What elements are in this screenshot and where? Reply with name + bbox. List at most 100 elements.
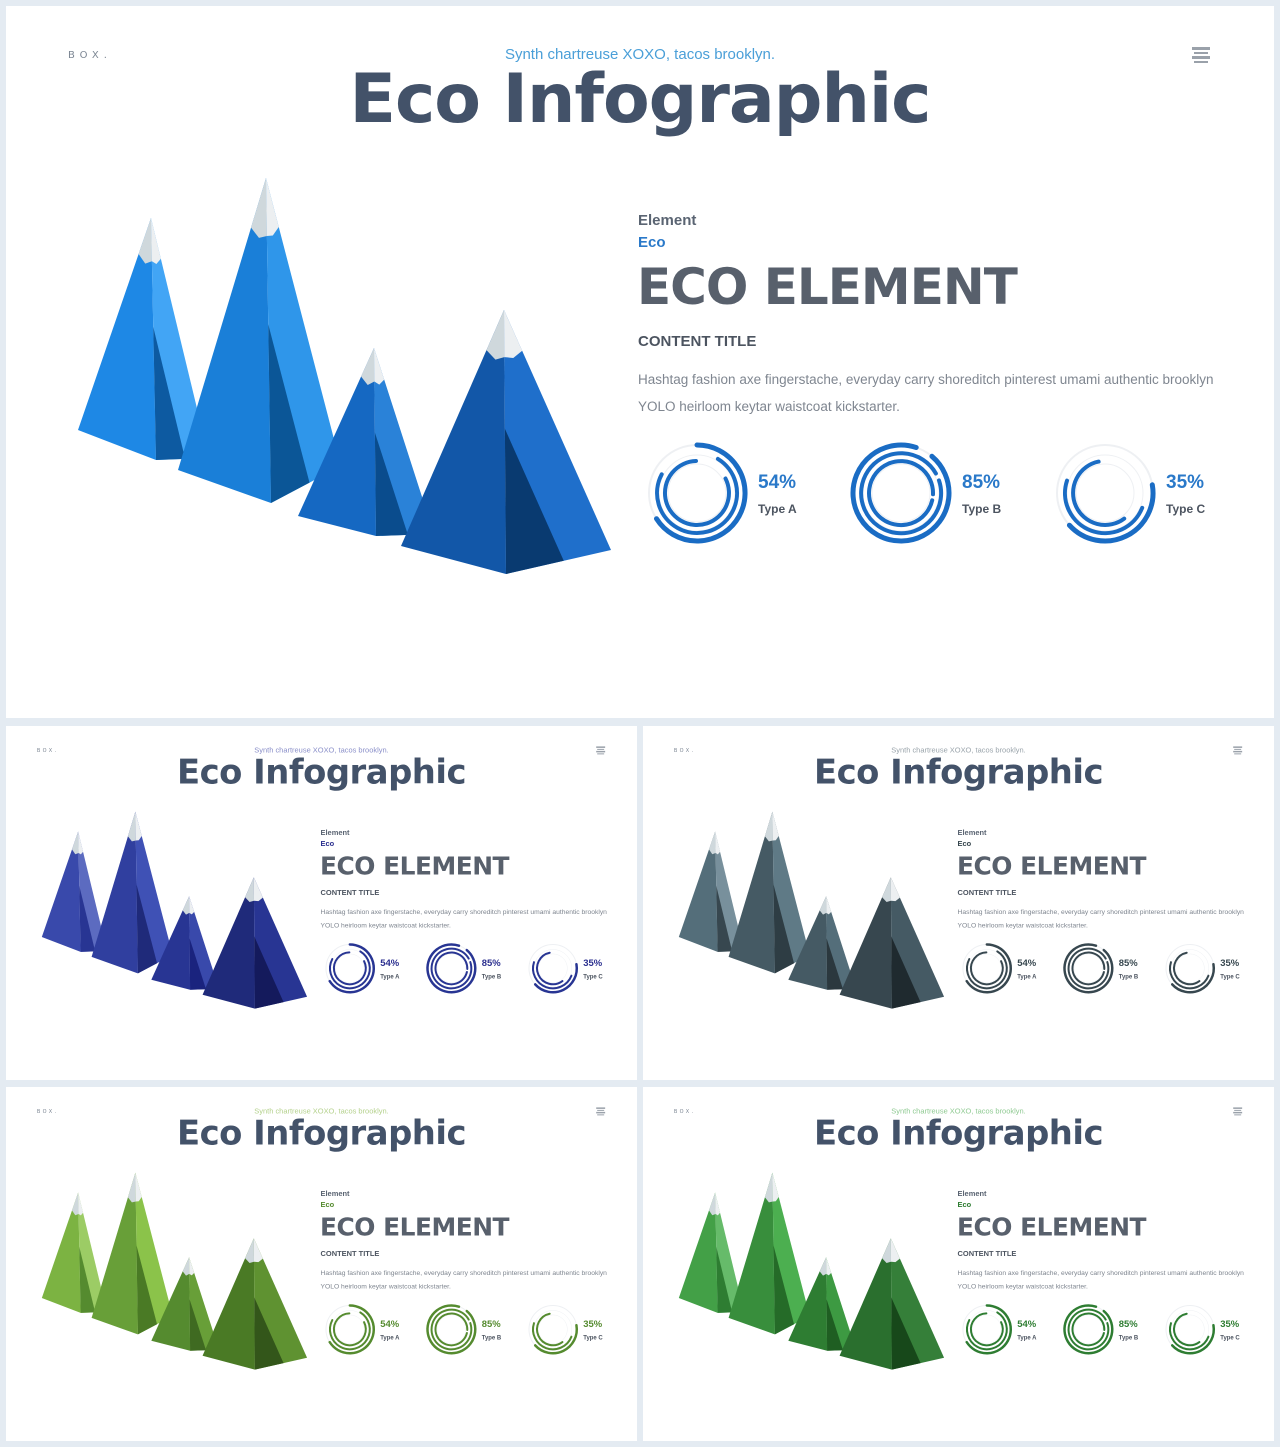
element-label: Element (957, 828, 987, 837)
stat-type-a: 54% Type A (642, 438, 842, 548)
ring-chart-icon (648, 442, 748, 544)
ring-arc (1169, 1322, 1210, 1351)
element-label: Element (638, 212, 697, 229)
stat-type: Type B (1118, 1333, 1139, 1341)
menu-icon[interactable] (1232, 1106, 1243, 1117)
body-text: Hashtag fashion axe fingerstache, everyd… (957, 1269, 1244, 1291)
ring-arc (536, 951, 564, 986)
slide-subtitle: Synth chartreuse XOXO, tacos brooklyn. (891, 745, 1026, 755)
menu-icon[interactable] (1190, 44, 1212, 66)
slide-title: Eco Infographic (176, 752, 467, 793)
ring-arc (333, 951, 367, 986)
mountain-peak (788, 896, 856, 990)
stat-type-b: 85% Type B (1061, 1302, 1161, 1357)
mountains-illustration (78, 178, 611, 574)
slide-subtitle: Synth chartreuse XOXO, tacos brooklyn. (254, 1106, 389, 1116)
slide-green[interactable]: BOX. Synth chartreuse XOXO, tacos brookl… (643, 1087, 1274, 1441)
stat-type-c: 35% Type C (1050, 438, 1250, 548)
stat-type-a: 54% Type A (959, 1302, 1059, 1357)
slide-content: BOX. Synth chartreuse XOXO, tacos brookl… (6, 1087, 637, 1441)
element-label: Element (957, 1189, 987, 1198)
ring-chart-icon (1165, 1304, 1216, 1355)
eco-label: Eco (957, 839, 972, 848)
ring-arc (333, 1312, 367, 1347)
stat-percent: 35% (583, 1318, 603, 1330)
ring-arc (434, 1312, 469, 1347)
content-title: CONTENT TITLE (638, 333, 757, 350)
ring-arc (1071, 459, 1127, 527)
ring-arc (533, 1324, 579, 1355)
ring-chart-icon (1165, 943, 1216, 994)
mountains-illustration (41, 811, 308, 1009)
stat-type: Type C (583, 1333, 603, 1341)
ring-arc (1071, 1312, 1106, 1347)
ring-arc (1170, 963, 1216, 994)
stat-percent: 85% (1118, 1318, 1138, 1330)
menu-icon[interactable] (595, 1106, 606, 1117)
stat-percent: 54% (758, 472, 797, 493)
stat-type: Type A (380, 972, 400, 980)
brand-logo: BOX. (36, 1108, 59, 1115)
menu-icon[interactable] (595, 745, 606, 756)
ring-chart-icon (528, 1304, 579, 1355)
ring-arc (1063, 1304, 1114, 1355)
slide-subtitle: Synth chartreuse XOXO, tacos brooklyn. (891, 1106, 1026, 1116)
mountain-peak (91, 1172, 173, 1335)
ring-chart-icon (325, 1304, 375, 1355)
mountain-peak (41, 831, 108, 952)
ring-arc (430, 947, 473, 990)
slide-indigo[interactable]: BOX. Synth chartreuse XOXO, tacos brookl… (6, 726, 637, 1080)
stat-type-b: 85% Type B (1061, 941, 1161, 996)
mountain-peak (728, 1172, 810, 1335)
body-text: Hashtag fashion axe fingerstache, everyd… (638, 372, 1214, 414)
ring-arc (655, 456, 740, 536)
ring-arc (532, 961, 573, 990)
stat-percent: 35% (583, 957, 603, 969)
slide-title: Eco Infographic (813, 752, 1104, 793)
slide-subtitle: Synth chartreuse XOXO, tacos brooklyn. (504, 46, 776, 63)
ring-chart-icon (962, 1304, 1012, 1355)
content-title: CONTENT TITLE (320, 1249, 380, 1259)
eco-label: Eco (320, 839, 335, 848)
mountains-illustration (678, 1172, 945, 1370)
ring-arc (850, 442, 952, 544)
stat-type-a: 54% Type A (959, 941, 1059, 996)
ring-chart-icon (1063, 943, 1114, 994)
slide-slate[interactable]: BOX. Synth chartreuse XOXO, tacos brookl… (643, 726, 1274, 1080)
slide-content: BOX. Synth chartreuse XOXO, tacos brookl… (643, 1087, 1274, 1441)
slide-lime[interactable]: BOX. Synth chartreuse XOXO, tacos brookl… (6, 1087, 637, 1441)
mountain-peak (728, 811, 810, 974)
stat-percent: 85% (962, 472, 1001, 493)
stat-percent: 35% (1220, 1318, 1240, 1330)
slide-subtitle: Synth chartreuse XOXO, tacos brooklyn. (254, 745, 389, 755)
stat-percent: 85% (1118, 957, 1138, 969)
mountain-peak (839, 877, 945, 1009)
mountain-peak (298, 348, 434, 536)
ring-arc (1067, 947, 1110, 990)
mountain-peak (678, 831, 745, 952)
slide-content: BOX. Synth chartreuse XOXO, tacos brookl… (643, 726, 1274, 1080)
slide-title: Eco Infographic (176, 1113, 467, 1154)
stat-type-c: 35% Type C (526, 941, 626, 996)
slide-blue[interactable]: BOX. Synth chartreuse XOXO, tacos brookl… (6, 6, 1274, 718)
ring-arc (430, 1308, 473, 1351)
ring-chart-icon (1056, 444, 1156, 544)
ring-chart-icon (426, 943, 477, 994)
ring-arc (966, 950, 1008, 990)
mountain-peak (78, 218, 209, 460)
ring-arc (966, 1311, 1008, 1351)
stat-percent: 54% (380, 1318, 400, 1330)
ring-arc (1066, 482, 1156, 544)
menu-icon[interactable] (1232, 745, 1243, 756)
ring-arc (1169, 961, 1210, 990)
stat-type-b: 85% Type B (424, 1302, 524, 1357)
ring-arc (970, 1312, 1004, 1347)
ring-chart-icon (850, 442, 952, 544)
ring-arc (867, 459, 936, 528)
ring-arc (1071, 951, 1106, 986)
stat-percent: 54% (380, 957, 400, 969)
stat-percent: 54% (1017, 1318, 1037, 1330)
content-title: CONTENT TITLE (320, 888, 380, 898)
eco-element-heading: ECO ELEMENT (637, 258, 1018, 316)
content-title: CONTENT TITLE (957, 1249, 1017, 1259)
